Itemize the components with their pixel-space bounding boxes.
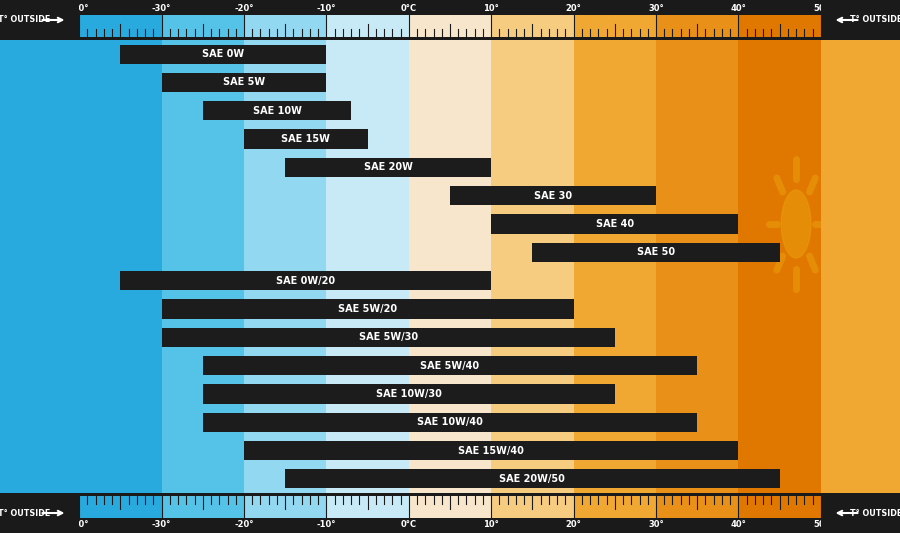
Text: 30°: 30° <box>648 4 664 13</box>
Bar <box>409 15 491 37</box>
Text: SAE 40: SAE 40 <box>596 219 634 229</box>
Text: 10°: 10° <box>483 4 500 13</box>
Text: 20°: 20° <box>566 520 581 529</box>
Bar <box>327 40 409 493</box>
Bar <box>491 15 573 37</box>
Text: 50°: 50° <box>813 4 829 13</box>
Bar <box>738 40 821 493</box>
Text: SAE 15W: SAE 15W <box>282 134 330 144</box>
Bar <box>656 15 738 37</box>
Bar <box>738 496 821 518</box>
Bar <box>821 40 900 493</box>
Bar <box>573 496 656 518</box>
Bar <box>0 0 79 40</box>
Text: T° OUTSIDE: T° OUTSIDE <box>850 15 900 25</box>
Text: 20°: 20° <box>566 4 581 13</box>
Bar <box>821 493 900 533</box>
Bar <box>533 243 779 262</box>
Bar <box>79 40 162 493</box>
Text: SAE 20W/50: SAE 20W/50 <box>500 474 565 484</box>
Bar <box>121 271 491 290</box>
Bar <box>409 40 491 493</box>
Text: 0°C: 0°C <box>400 4 417 13</box>
Text: SAE 15W/40: SAE 15W/40 <box>458 446 524 456</box>
Bar <box>162 328 615 347</box>
Bar <box>79 496 162 518</box>
Text: SAE 10W/40: SAE 10W/40 <box>417 417 483 427</box>
Bar <box>162 73 327 92</box>
Text: -10°: -10° <box>317 4 337 13</box>
Bar <box>162 300 573 319</box>
Text: SAE 5W/30: SAE 5W/30 <box>358 332 418 342</box>
Bar <box>821 0 900 40</box>
Bar <box>285 469 779 488</box>
Text: SAE 10W: SAE 10W <box>253 106 302 116</box>
Text: 40°: 40° <box>731 520 746 529</box>
Text: 50°: 50° <box>813 520 829 529</box>
Text: -20°: -20° <box>234 4 254 13</box>
Text: -30°: -30° <box>152 520 171 529</box>
Text: -40°: -40° <box>69 520 89 529</box>
Bar <box>491 496 573 518</box>
Bar <box>162 15 244 37</box>
Bar <box>244 15 327 37</box>
Bar <box>0 493 79 533</box>
Bar <box>244 441 738 460</box>
Bar <box>573 40 656 493</box>
Text: 40°: 40° <box>731 4 746 13</box>
Bar <box>738 15 821 37</box>
Bar <box>491 40 573 493</box>
Bar <box>202 101 351 120</box>
Text: -20°: -20° <box>234 520 254 529</box>
Text: T° OUTSIDE: T° OUTSIDE <box>0 508 50 518</box>
Text: 0°C: 0°C <box>400 520 417 529</box>
Text: -40°: -40° <box>69 4 89 13</box>
Text: T° OUTSIDE: T° OUTSIDE <box>850 508 900 518</box>
Bar <box>656 496 738 518</box>
Bar <box>491 214 738 233</box>
Text: SAE 5W/20: SAE 5W/20 <box>338 304 397 314</box>
Text: SAE 5W/40: SAE 5W/40 <box>420 361 480 370</box>
Bar <box>121 45 327 64</box>
Bar <box>162 40 244 493</box>
Bar <box>202 413 698 432</box>
Bar <box>409 496 491 518</box>
Text: SAE 20W: SAE 20W <box>364 163 412 172</box>
Text: SAE 0W: SAE 0W <box>202 49 245 59</box>
Text: T° OUTSIDE: T° OUTSIDE <box>0 15 50 25</box>
Bar <box>162 496 244 518</box>
Polygon shape <box>781 190 811 258</box>
Text: SAE 30: SAE 30 <box>534 191 572 201</box>
Bar <box>327 496 409 518</box>
Text: -10°: -10° <box>317 520 337 529</box>
Text: -30°: -30° <box>152 4 171 13</box>
Bar <box>656 40 738 493</box>
Bar <box>327 15 409 37</box>
Text: SAE 0W/20: SAE 0W/20 <box>276 276 336 286</box>
Bar <box>202 384 615 403</box>
Bar <box>573 15 656 37</box>
Text: SAE 10W/30: SAE 10W/30 <box>376 389 442 399</box>
Bar <box>244 496 327 518</box>
Bar <box>244 130 367 149</box>
Bar <box>450 186 656 205</box>
Text: 10°: 10° <box>483 520 500 529</box>
Text: 30°: 30° <box>648 520 664 529</box>
Text: SAE 50: SAE 50 <box>637 247 675 257</box>
Bar <box>202 356 698 375</box>
Text: SAE 5W: SAE 5W <box>223 77 266 87</box>
Bar <box>0 40 79 493</box>
Bar <box>285 158 491 177</box>
Bar <box>79 15 162 37</box>
Bar <box>244 40 327 493</box>
